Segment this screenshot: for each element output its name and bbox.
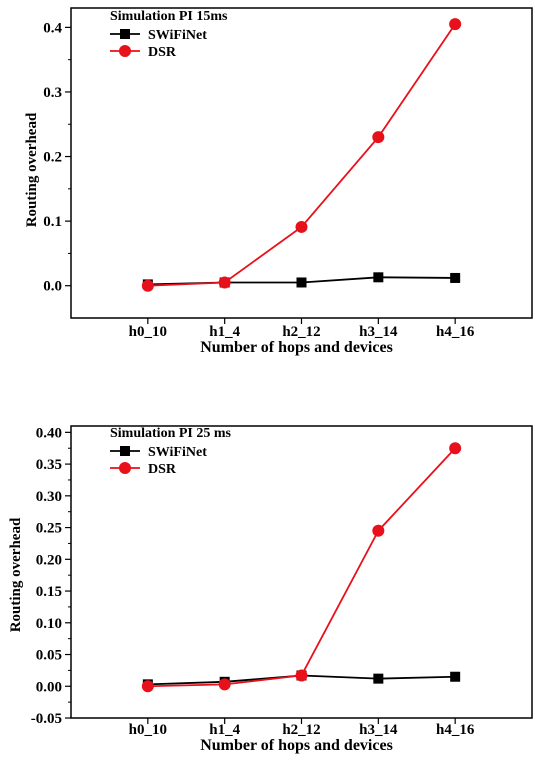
y-tick-label: 0.35 [36,457,62,473]
x-tick-label: h0_10 [129,324,167,340]
plot-frame [70,7,533,319]
data-point-swifinet [296,277,307,288]
data-point-swifinet [373,272,384,283]
y-axis-label: Routing overhead [8,517,24,632]
chart-top: 0.0 0.1 0.2 0.3 0.4 h0_10 h1_4 h2_12 h3_14 h4_16 N… [24,7,533,356]
y-axis-label: Routing overhead [24,112,40,227]
legend-label-dsr: DSR [148,462,177,477]
legend-marker-swifinet [120,29,130,39]
data-point-dsr [372,524,385,537]
y-tick-label: 0.25 [36,521,62,537]
chart-bottom: -0.05 0.00 0.05 0.10 0.15 0.20 0.25 0.30 0.35 0.4… [8,425,533,754]
x-tick-label: h4_16 [436,324,475,340]
y-tick-label: 0.20 [36,552,62,568]
data-point-dsr [218,678,231,691]
x-axis-label: Number of hops and devices [200,737,393,754]
y-tick-label: 0.2 [43,150,62,166]
data-point-dsr [449,18,462,31]
y-tick-label: 0.15 [36,584,62,600]
series-line-dsr [147,23,456,287]
y-tick-label: 0.05 [36,648,62,664]
legend-marker-swifinet [120,446,130,456]
data-point-dsr [295,220,308,233]
x-tick-label: h4_16 [436,722,475,738]
x-tick-label: h3_14 [359,324,398,340]
data-point-swifinet [450,272,461,283]
legend-marker-dsr [119,45,131,57]
x-tick-label: h3_14 [359,722,398,738]
y-tick-label: 0.1 [43,214,62,230]
y-tick-label: 0.10 [36,616,62,632]
data-point-dsr [141,279,154,292]
y-tick-label: 0.00 [36,679,62,695]
data-point-swifinet [373,673,384,684]
data-point-dsr [141,680,154,693]
data-point-swifinet [450,671,461,682]
x-tick-label: h2_12 [282,722,320,738]
y-tick-label: 0.0 [43,279,62,295]
x-tick-label: h1_4 [209,324,240,340]
y-tick-label: -0.05 [31,711,62,727]
y-tick-label: 0.3 [43,85,62,101]
legend-label-dsr: DSR [148,45,177,60]
y-tick-label: 0.30 [36,489,62,505]
legend-label-swifinet: SWiFiNet [148,445,207,460]
data-point-dsr [372,131,385,144]
x-tick-label: h2_12 [282,324,320,340]
x-tick-label: h0_10 [129,722,167,738]
legend-title: Simulation PI 25 ms [110,426,232,441]
legend-label-swifinet: SWiFiNet [148,28,207,43]
series-line-dsr [147,447,456,688]
data-point-dsr [218,276,231,289]
y-tick-label: 0.4 [43,20,62,36]
y-tick-label: 0.40 [36,425,62,441]
data-point-dsr [449,442,462,455]
data-point-dsr [295,669,308,682]
legend-title: Simulation PI 15ms [110,9,228,24]
x-tick-label: h1_4 [209,722,240,738]
x-axis-label: Number of hops and devices [200,339,393,356]
legend-marker-dsr [119,462,131,474]
